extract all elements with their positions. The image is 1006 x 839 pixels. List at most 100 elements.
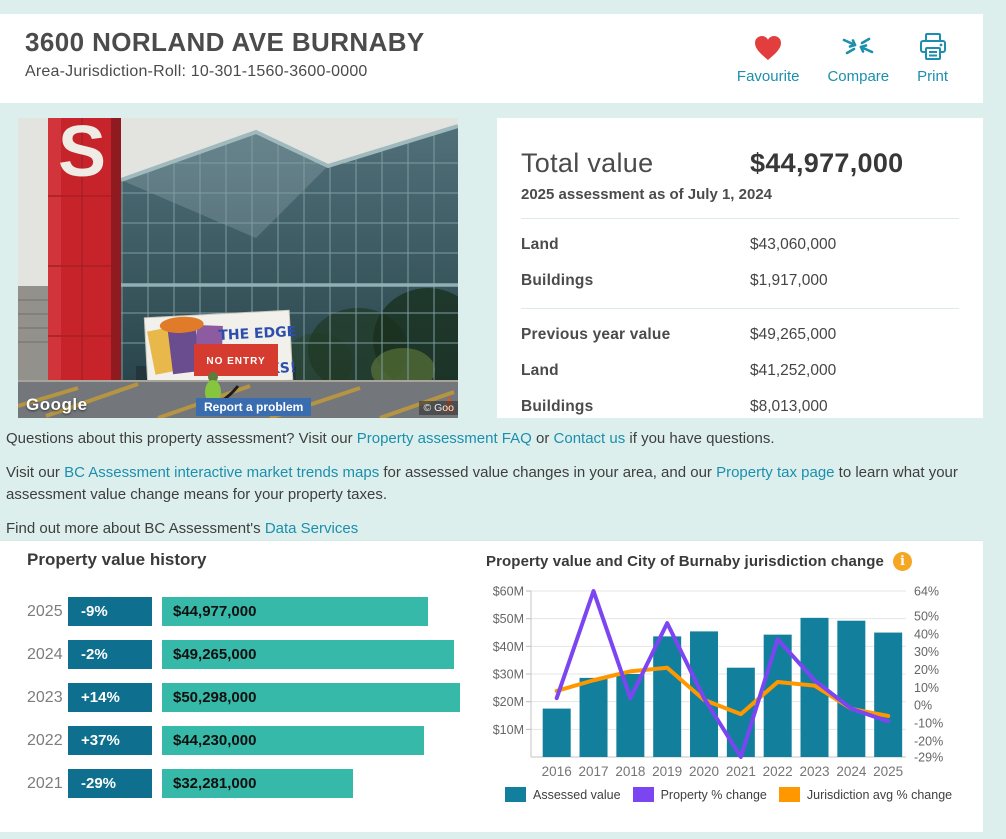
- x-axis-year-label: 2022: [763, 764, 793, 779]
- x-axis-year-label: 2023: [799, 764, 829, 779]
- text-link[interactable]: Property assessment FAQ: [356, 430, 532, 447]
- value-row-label: Buildings: [521, 272, 594, 289]
- heart-icon: [753, 30, 783, 62]
- x-axis-year-label: 2021: [726, 764, 756, 779]
- note-text: for assessed value changes in your area,…: [379, 463, 717, 481]
- assessed-value-bar: [616, 674, 645, 757]
- history-value-bar: $32,281,000: [162, 769, 353, 798]
- history-year: 2022: [27, 731, 63, 749]
- right-axis-label: 64%: [914, 585, 939, 599]
- compare-button[interactable]: Compare: [827, 30, 889, 85]
- right-axis-label: 50%: [914, 609, 939, 623]
- right-axis-label: -10%: [914, 717, 943, 731]
- banner-text-1: THE EDGE: [218, 324, 297, 344]
- x-axis-year-label: 2025: [873, 764, 903, 779]
- note-text: if you have questions.: [625, 430, 775, 447]
- right-accent-strip: [983, 14, 1006, 839]
- report-a-problem-button[interactable]: Report a problem: [196, 398, 312, 416]
- right-axis-label: 10%: [914, 681, 939, 695]
- property-change-line: [554, 589, 891, 759]
- header-actions: Favourite Compare: [737, 30, 948, 85]
- top-accent-strip: [0, 0, 1006, 14]
- no-entry-text: NO ENTRY: [206, 356, 265, 367]
- value-row-amount: $41,252,000: [750, 362, 837, 379]
- value-row-label: Buildings: [521, 398, 594, 415]
- google-logo: Google: [26, 395, 88, 414]
- history-change-badge: -2%: [68, 640, 152, 669]
- card-divider: [521, 308, 959, 309]
- value-row-amount: $1,917,000: [750, 272, 828, 289]
- left-axis-label: $20M: [493, 695, 524, 709]
- history-row: 2025 -9% $44,977,000: [27, 597, 460, 626]
- value-row: Previous year value $49,265,000: [521, 326, 959, 344]
- total-value-label: Total value: [521, 148, 654, 178]
- legend-label: Property % change: [660, 787, 767, 802]
- right-axis-label: 40%: [914, 627, 939, 641]
- history-year: 2024: [27, 645, 63, 663]
- left-axis-label: $50M: [493, 612, 524, 626]
- value-row: Buildings $1,917,000: [521, 272, 959, 290]
- chart-legend: Assessed value Property % change Jurisdict…: [505, 787, 983, 802]
- history-row: 2024 -2% $49,265,000: [27, 640, 460, 669]
- previous-assessment-rows: Previous year value $49,265,000 Land $41,25…: [521, 326, 959, 416]
- history-value-bar: $50,298,000: [162, 683, 460, 712]
- assessed-value-bar: [837, 620, 866, 757]
- assessed-value-bar: [579, 677, 608, 757]
- history-change-badge: -9%: [68, 597, 152, 626]
- street-view-photo[interactable]: S THE EDGE IN SNACKS! NO ENTRY: [18, 118, 458, 418]
- history-year: 2025: [27, 602, 63, 620]
- history-row: 2021 -29% $32,281,000: [27, 769, 460, 798]
- legend-item: Property % change: [632, 787, 767, 802]
- history-change-badge: +14%: [68, 683, 152, 712]
- compare-label: Compare: [827, 68, 890, 85]
- value-row-amount: $49,265,000: [750, 326, 837, 343]
- text-link[interactable]: BC Assessment interactive market trends …: [64, 463, 380, 481]
- print-label: Print: [917, 68, 948, 85]
- favourite-label: Favourite: [736, 68, 800, 85]
- note-text: Visit our: [6, 463, 65, 481]
- history-row: 2023 +14% $50,298,000: [27, 683, 460, 712]
- property-value-history-chart: Property value history 2025 -9% $44,977,00…: [27, 550, 460, 812]
- legend-item: Assessed value: [505, 787, 621, 802]
- total-value-card: Total value $44,977,000 2025 assessment …: [497, 118, 983, 418]
- text-link[interactable]: Property tax page: [716, 463, 835, 481]
- info-icon[interactable]: i: [892, 551, 912, 571]
- right-axis-label: -20%: [914, 734, 943, 748]
- favourite-button[interactable]: Favourite: [736, 30, 800, 85]
- history-row: 2022 +37% $44,230,000: [27, 726, 460, 755]
- note-text: Questions about this property assessment…: [6, 430, 357, 447]
- right-axis-label: 20%: [914, 663, 939, 677]
- jurisdiction-change-chart: Property value and City of Burnaby juris…: [486, 547, 983, 802]
- history-value-bar: $44,977,000: [162, 597, 428, 626]
- text-link[interactable]: Data Services: [264, 519, 359, 537]
- total-value-amount: $44,977,000: [750, 148, 904, 178]
- x-axis-year-label: 2017: [579, 764, 609, 779]
- legend-swatch: [505, 787, 526, 802]
- assessed-value-bar: [653, 636, 682, 757]
- text-link[interactable]: Contact us: [553, 430, 626, 447]
- card-divider: [521, 218, 959, 219]
- history-year: 2021: [27, 774, 63, 792]
- history-year: 2023: [27, 688, 63, 706]
- page-title: 3600 NORLAND AVE BURNABY: [25, 27, 425, 57]
- value-row-label: Land: [521, 236, 559, 253]
- right-axis-label: 0%: [914, 699, 932, 713]
- print-button[interactable]: Print: [917, 30, 948, 85]
- area-jurisdiction-roll: Area-Jurisdiction-Roll: 10-301-1560-3600…: [25, 63, 368, 80]
- value-row-label: Previous year value: [521, 326, 671, 343]
- value-row-amount: $8,013,000: [750, 398, 828, 415]
- x-axis-year-label: 2020: [689, 764, 719, 779]
- assessment-date: 2025 assessment as of July 1, 2024: [521, 186, 773, 203]
- safeway-s-logo: S: [58, 118, 106, 192]
- legend-swatch: [632, 787, 654, 802]
- property-header: 3600 NORLAND AVE BURNABY Area-Jurisdicti…: [0, 14, 983, 103]
- note-text: Find out more about BC Assessment's: [6, 519, 265, 537]
- history-value-bar: $44,230,000: [162, 726, 424, 755]
- left-axis-label: $40M: [493, 640, 524, 654]
- legend-swatch: [778, 787, 800, 802]
- legend-item: Jurisdiction avg % change: [778, 787, 952, 802]
- note-paragraph: Visit our BC Assessment interactive mark…: [6, 462, 958, 507]
- x-axis-year-label: 2019: [652, 764, 682, 779]
- photo-copyright: © Goo: [419, 401, 458, 415]
- right-axis-label: 30%: [914, 645, 939, 659]
